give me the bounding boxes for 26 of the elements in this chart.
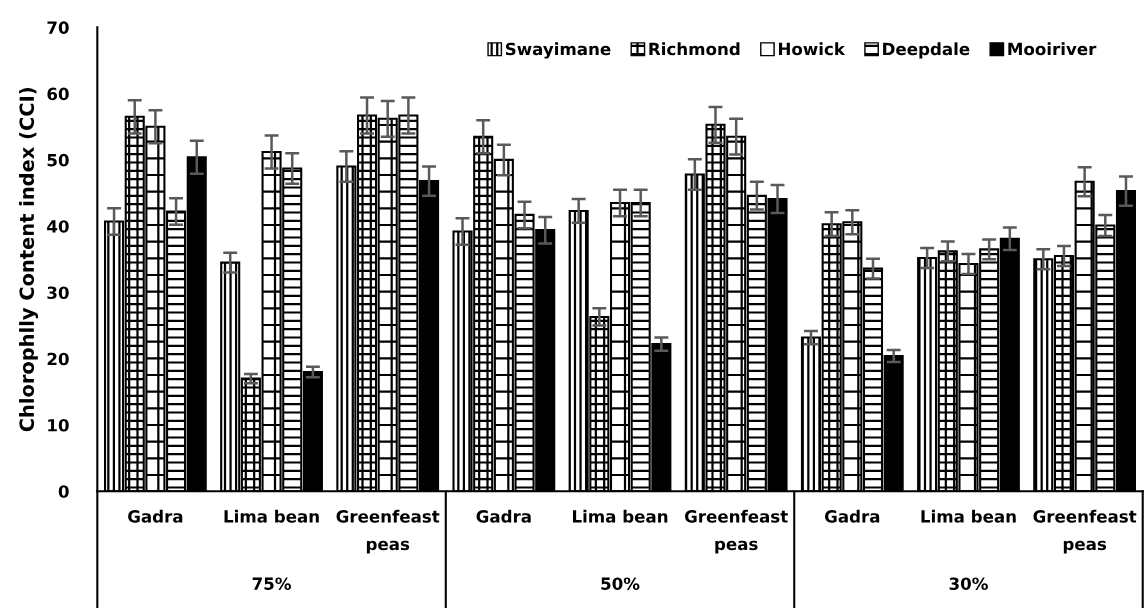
y-tick-label: 10 bbox=[48, 418, 69, 432]
x-tick-label: Lima bean bbox=[573, 509, 668, 523]
text: 30% bbox=[949, 577, 988, 590]
legend-label: Deepdale bbox=[883, 42, 970, 59]
y-tick-label: 20 bbox=[47, 352, 69, 366]
y-tick-label: 30 bbox=[47, 286, 69, 300]
x-tick-label: Greenfeast peas bbox=[336, 509, 440, 554]
y-tick-label: 60 bbox=[47, 87, 69, 101]
y-tick-label: 50 bbox=[47, 153, 69, 167]
y-tick-label: 0 bbox=[58, 485, 69, 498]
x-tick-label: Gadra bbox=[128, 509, 183, 523]
x-tick-label: Greenfeast peas bbox=[1033, 509, 1137, 554]
y-tick-label: 40 bbox=[47, 220, 69, 233]
legend-label: Howick bbox=[778, 42, 846, 56]
legend-label: Mooiriver bbox=[1008, 42, 1097, 56]
y-tick-label: 70 bbox=[47, 21, 69, 34]
legend-label: Swayimane bbox=[505, 42, 611, 59]
legend-label: Richmond bbox=[649, 42, 740, 56]
x-tick-label: Lima bean bbox=[224, 509, 319, 523]
x-tick-label: Lima bean bbox=[921, 509, 1016, 523]
x-tick-label: Greenfeast peas bbox=[684, 509, 788, 554]
y-axis-title: Chlorophlly Content index (CCI) bbox=[19, 88, 39, 432]
text: 75% bbox=[252, 577, 291, 590]
x-tick-label: Gadra bbox=[824, 509, 880, 523]
text: 50% bbox=[601, 577, 640, 590]
x-tick-label: Gadra bbox=[476, 509, 531, 523]
